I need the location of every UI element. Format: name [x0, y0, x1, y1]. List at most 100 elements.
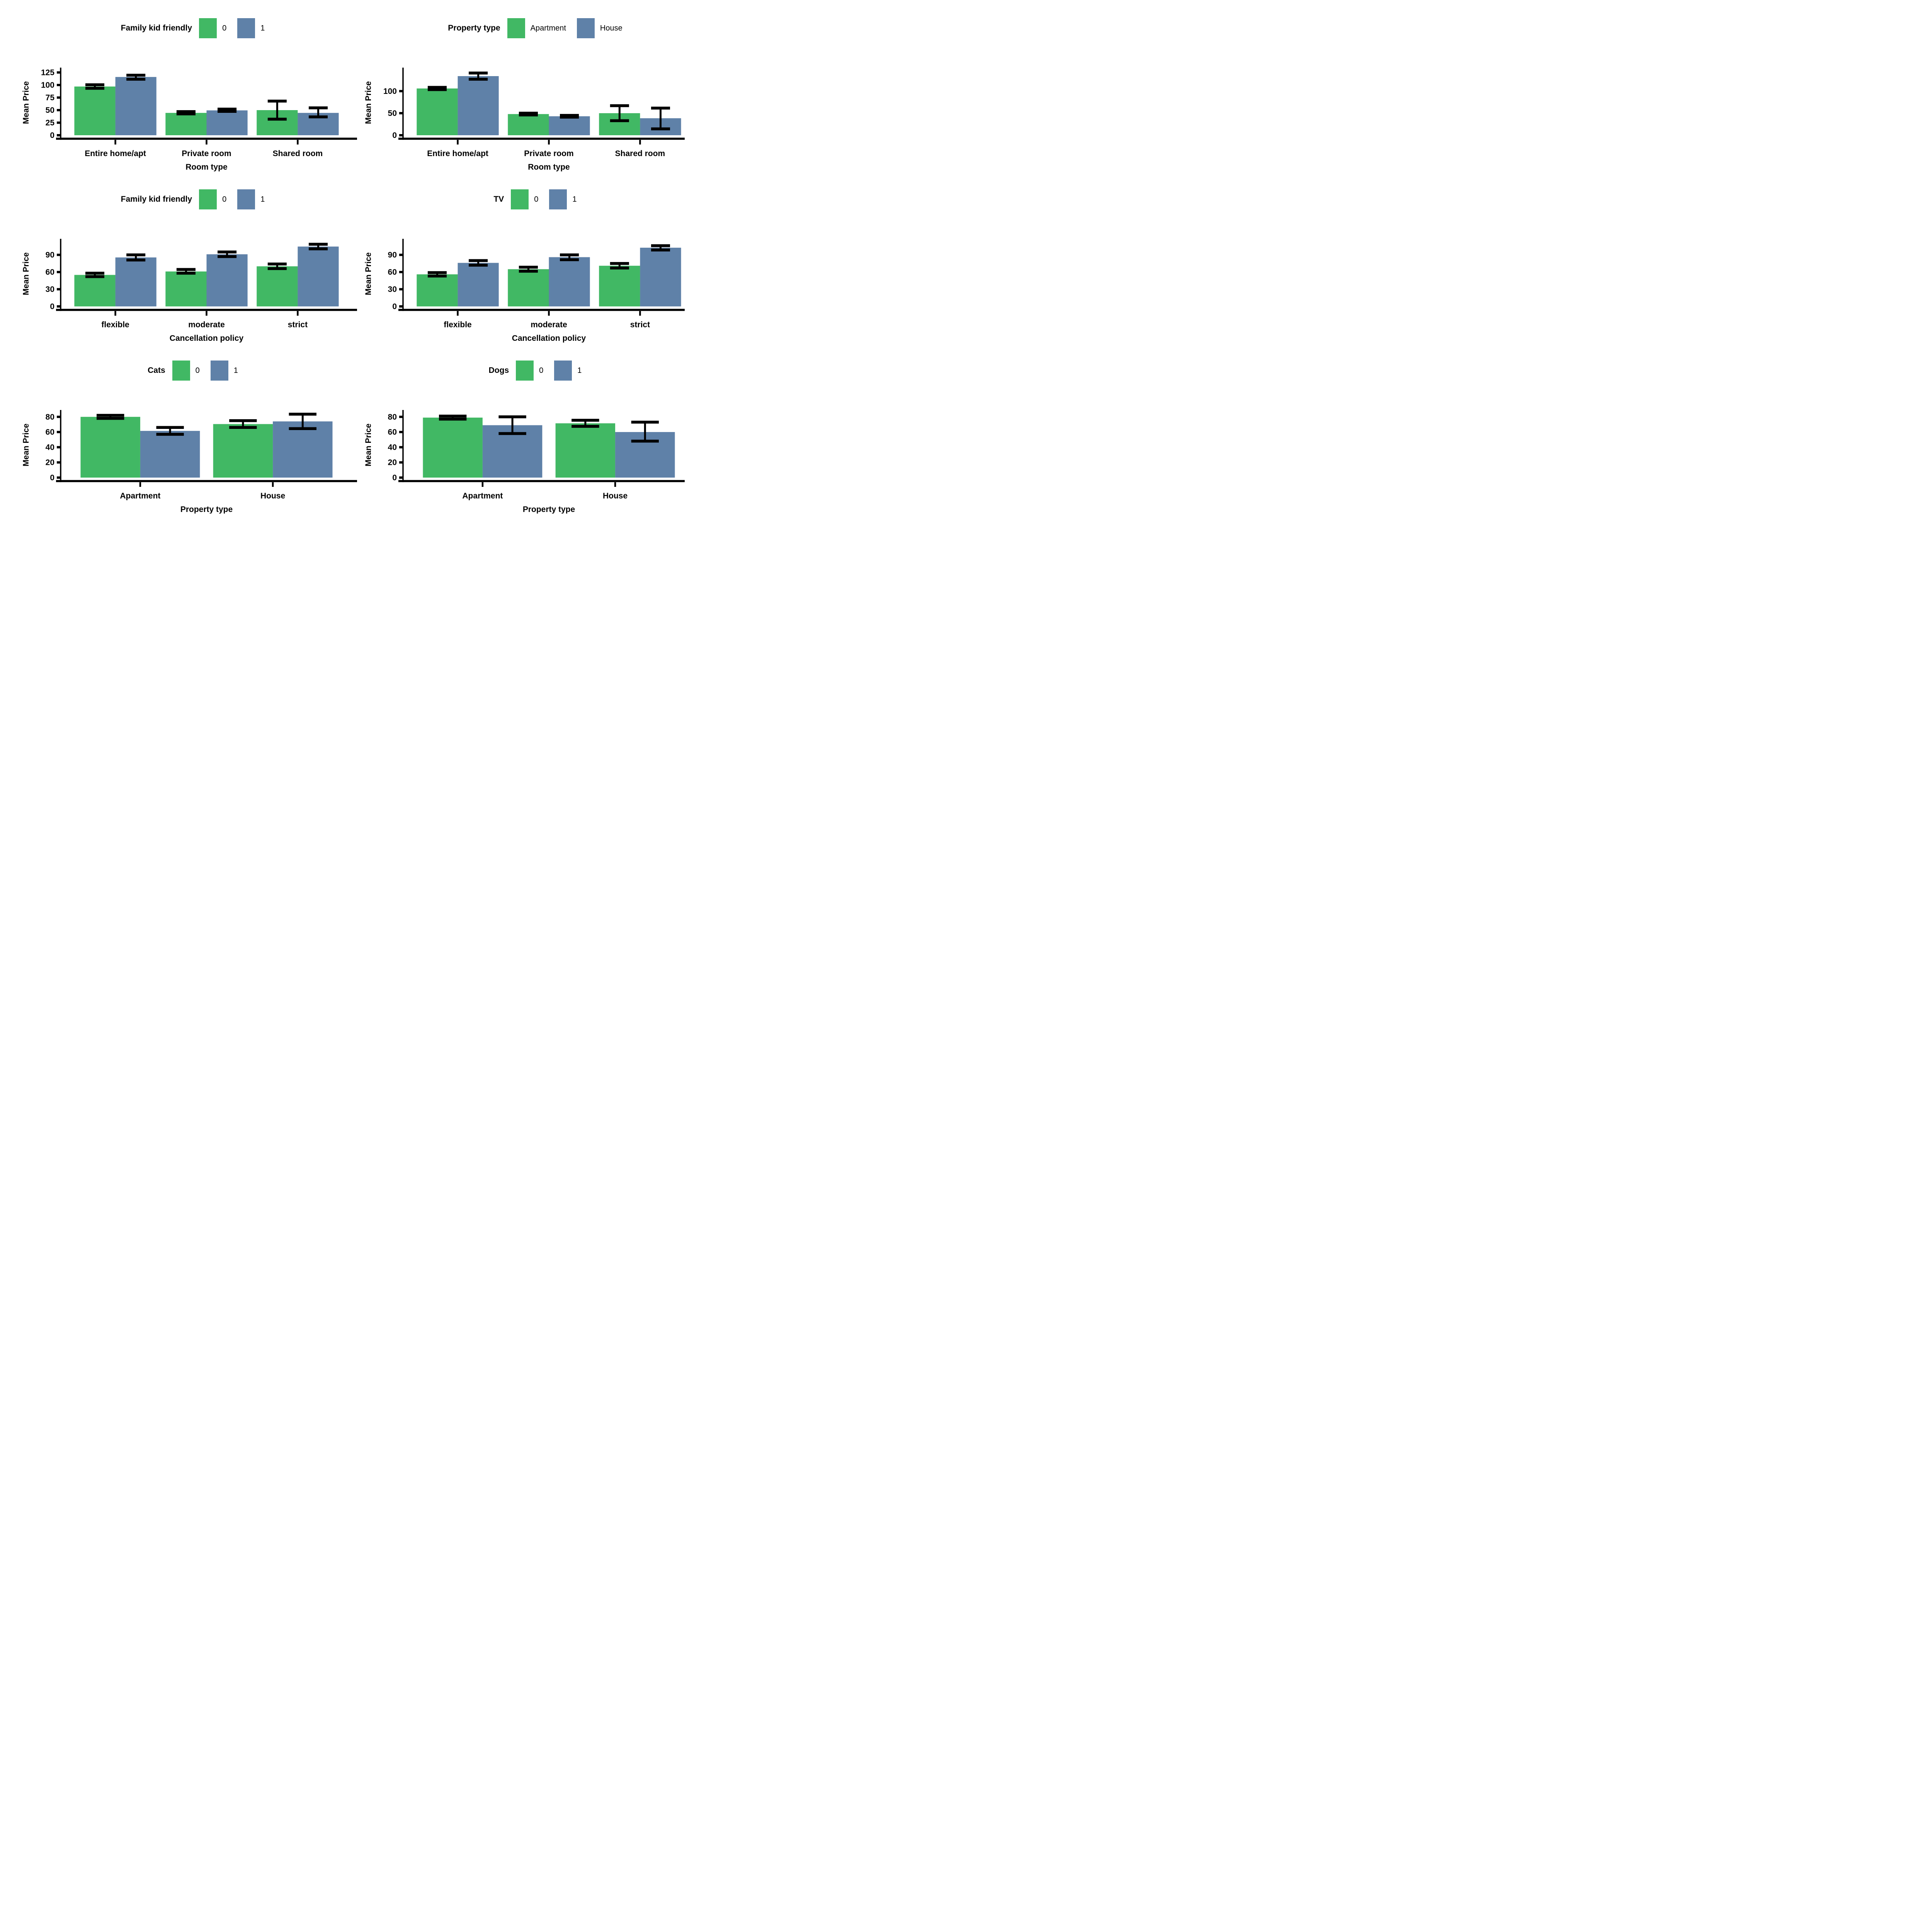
- legend-title: Family kid friendly: [121, 24, 192, 32]
- legend-swatch-green: [199, 18, 217, 38]
- x-axis-title: Property type: [180, 505, 233, 514]
- legend-swatch-green: [516, 361, 534, 381]
- bar-blue-entire-home-apt: [115, 77, 156, 135]
- legend-label: Apartment: [530, 24, 566, 32]
- bar-green-entire-home-apt: [417, 88, 458, 135]
- x-tick-label: moderate: [188, 320, 225, 329]
- legend-title: Property type: [448, 24, 500, 32]
- bar-blue-flexible: [115, 257, 156, 306]
- bar-green-apartment: [80, 417, 140, 478]
- x-tick-label: flexible: [444, 320, 471, 329]
- y-tick-label: 20: [46, 458, 54, 467]
- y-tick-label: 25: [46, 119, 55, 128]
- legend-label: House: [600, 24, 622, 32]
- bar-chart: 0 20 40 60 80 Apartment House Property type Mean…: [364, 410, 685, 514]
- y-tick-label: 0: [50, 473, 54, 482]
- legend-label: 0: [539, 366, 544, 375]
- x-axis-title: Room type: [185, 163, 228, 172]
- y-tick-label: 60: [388, 268, 397, 277]
- y-tick-label: 80: [46, 413, 54, 422]
- bar-chart: 0 20 40 60 80 Apartment House Property type Mean…: [22, 410, 357, 514]
- bar-green-moderate: [165, 271, 207, 306]
- bar-chart: 0 30 60 90 flexible moderate strict Cancellatio…: [22, 239, 357, 343]
- x-tick-label: Entire home/apt: [427, 149, 488, 158]
- legend-swatch-blue: [237, 189, 255, 209]
- chart-panel-property-type-room-type: Property type Apartment House 0 50 100 Enti…: [358, 6, 685, 177]
- bar-blue-strict: [298, 247, 339, 306]
- bar-blue-apartment: [140, 431, 200, 478]
- x-axis-title: Cancellation policy: [170, 334, 244, 343]
- x-tick-label: House: [260, 492, 285, 500]
- bar-chart: 0 30 60 90 flexible moderate strict Cancellatio…: [364, 239, 685, 343]
- bar-green-flexible: [417, 274, 458, 306]
- bar-green-flexible: [74, 275, 116, 306]
- chart-panel-dogs-property-type: Dogs 0 1 0 20 40 60 80 Apartment House Property…: [358, 349, 685, 514]
- legend-swatch-green: [199, 189, 217, 209]
- legend-swatch-green: [507, 18, 525, 38]
- legend-title: Dogs: [488, 366, 509, 375]
- legend-swatch-blue: [210, 361, 228, 381]
- chart-panel-family-kid-friendly-cancellation: Family kid friendly 0 1 0 30 60 90 flexible m…: [15, 177, 358, 349]
- x-tick-label: Shared room: [615, 149, 665, 158]
- legend-title: Family kid friendly: [121, 195, 192, 204]
- chart-panel-family-kid-friendly-room-type: Family kid friendly 0 1 0 25 50 75 100 125 Ent…: [15, 6, 358, 177]
- bar-green-strict: [257, 266, 298, 306]
- legend-swatch-green: [511, 189, 529, 209]
- y-tick-label: 0: [50, 302, 54, 311]
- bar-green-entire-home-apt: [74, 86, 116, 135]
- chart-panel-tv-cancellation: TV 0 1 0 30 60 90 flexible moderate strict Canc…: [358, 177, 685, 349]
- y-tick-label: 40: [46, 443, 54, 452]
- chart-panel-cats-property-type: Cats 0 1 0 20 40 60 80 Apartment House Property…: [15, 349, 358, 514]
- x-axis-title: Cancellation policy: [512, 334, 586, 343]
- bar-green-house: [213, 424, 273, 478]
- bar-blue-strict: [640, 248, 681, 306]
- bar-green-moderate: [508, 269, 549, 306]
- legend-swatch-blue: [549, 189, 567, 209]
- legend-title: Cats: [148, 366, 165, 375]
- bar-blue-moderate: [549, 257, 590, 306]
- y-tick-label: 90: [46, 251, 54, 260]
- bar-blue-house: [273, 421, 333, 478]
- y-tick-label: 30: [388, 285, 397, 294]
- legend-label: 0: [534, 195, 539, 204]
- bar-chart: 0 25 50 75 100 125 Entire home/apt Private room…: [22, 68, 357, 172]
- x-tick-label: flexible: [101, 320, 129, 329]
- bar-chart: 0 50 100 Entire home/apt Private room Shared …: [364, 68, 685, 172]
- legend-label: 1: [572, 195, 577, 204]
- bar-blue-private-room: [206, 110, 248, 135]
- figure-grid: Family kid friendly 0 1 0 25 50 75 100 125 Ent…: [0, 0, 685, 514]
- bar-green-private-room: [508, 114, 549, 135]
- y-tick-label: 75: [46, 94, 55, 102]
- legend-label: 1: [260, 24, 265, 32]
- legend: Dogs 0 1: [369, 360, 685, 381]
- y-tick-label: 60: [46, 268, 54, 277]
- y-tick-label: 0: [392, 131, 397, 140]
- x-axis-title: Room type: [528, 163, 570, 172]
- x-tick-label: moderate: [531, 320, 567, 329]
- legend: Property type Apartment House: [369, 18, 685, 39]
- legend-swatch-green: [172, 361, 190, 381]
- y-axis-title: Mean Price: [364, 423, 373, 466]
- legend: TV 0 1: [369, 189, 685, 210]
- legend-swatch-blue: [554, 361, 572, 381]
- legend-label: 0: [222, 24, 227, 32]
- x-tick-label: Private room: [182, 149, 231, 158]
- y-axis-title: Mean Price: [22, 81, 31, 124]
- legend-label: 1: [577, 366, 582, 375]
- legend: Cats 0 1: [27, 360, 369, 381]
- bar-blue-entire-home-apt: [457, 76, 499, 135]
- legend-swatch-blue: [577, 18, 595, 38]
- y-tick-label: 40: [388, 443, 397, 452]
- y-axis-title: Mean Price: [364, 81, 373, 124]
- bar-blue-private-room: [549, 116, 590, 135]
- y-axis-title: Mean Price: [22, 423, 31, 466]
- legend: Family kid friendly 0 1: [27, 18, 369, 39]
- y-axis-title: Mean Price: [364, 252, 373, 295]
- y-tick-label: 125: [41, 68, 54, 77]
- legend-label: 0: [222, 195, 227, 204]
- legend: Family kid friendly 0 1: [27, 189, 369, 210]
- y-tick-label: 100: [383, 87, 397, 96]
- x-tick-label: Apartment: [120, 492, 160, 500]
- y-tick-label: 90: [388, 251, 397, 260]
- bar-green-private-room: [165, 113, 207, 135]
